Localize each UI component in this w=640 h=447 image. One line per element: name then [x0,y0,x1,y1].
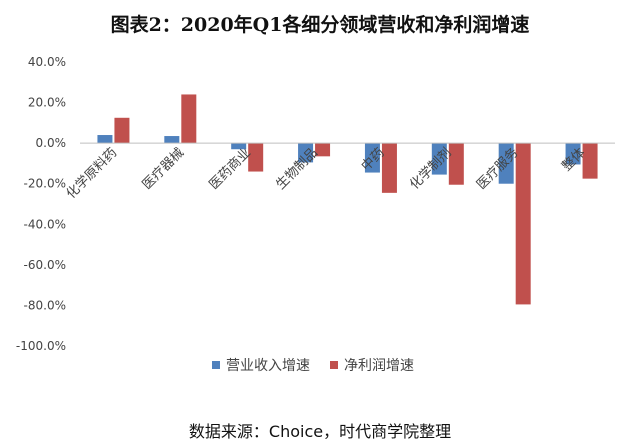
category-label: 医疗服务 [473,145,521,193]
bar-profit [248,143,264,172]
bar-profit [381,143,397,193]
y-tick-label: -20.0% [24,177,66,191]
legend-swatch [330,361,338,369]
category-label: 医疗器械 [140,145,187,192]
bar-profit [181,94,197,144]
legend-label: 净利润增速 [344,358,414,374]
legend: 营业收入增速 净利润增速 [212,358,414,374]
bar-profit [114,117,130,144]
bar-revenue [231,143,247,150]
y-tick-label: 20.0% [28,96,66,110]
bar-profit [582,143,598,179]
y-tick-label: 40.0% [28,55,66,69]
bar-revenue [298,143,314,163]
legend-label: 营业收入增速 [226,358,310,374]
bar-profit [515,143,531,305]
y-tick-label: -40.0% [24,217,66,231]
category-label: 化学原料药 [63,145,120,202]
y-tick-label: -60.0% [24,258,66,272]
bar-revenue [97,135,113,144]
bar-revenue [498,143,514,184]
chart-title: 图表2：2020年Q1各细分领域营收和净利润增速 [110,14,530,36]
category-label: 化学制剂 [407,145,455,193]
legend-swatch [212,361,220,369]
y-axis-labels: 40.0% 20.0% 0.0% -20.0% -40.0% -60.0% -80.0% -1… [16,55,66,353]
bars [97,94,598,305]
bar-revenue [164,136,180,144]
bar-revenue [364,143,380,173]
category-label: 生物制品 [274,145,321,192]
bar-profit [448,143,464,185]
y-tick-label: -100.0% [16,339,66,353]
bar-profit [315,143,331,157]
y-tick-label: 0.0% [36,136,67,150]
source-note: 数据来源：Choice，时代商学院整理 [188,422,452,441]
y-tick-label: -80.0% [24,298,66,312]
bar-revenue [431,143,447,175]
category-label: 医药商业 [207,145,254,192]
bar-revenue [565,143,581,165]
